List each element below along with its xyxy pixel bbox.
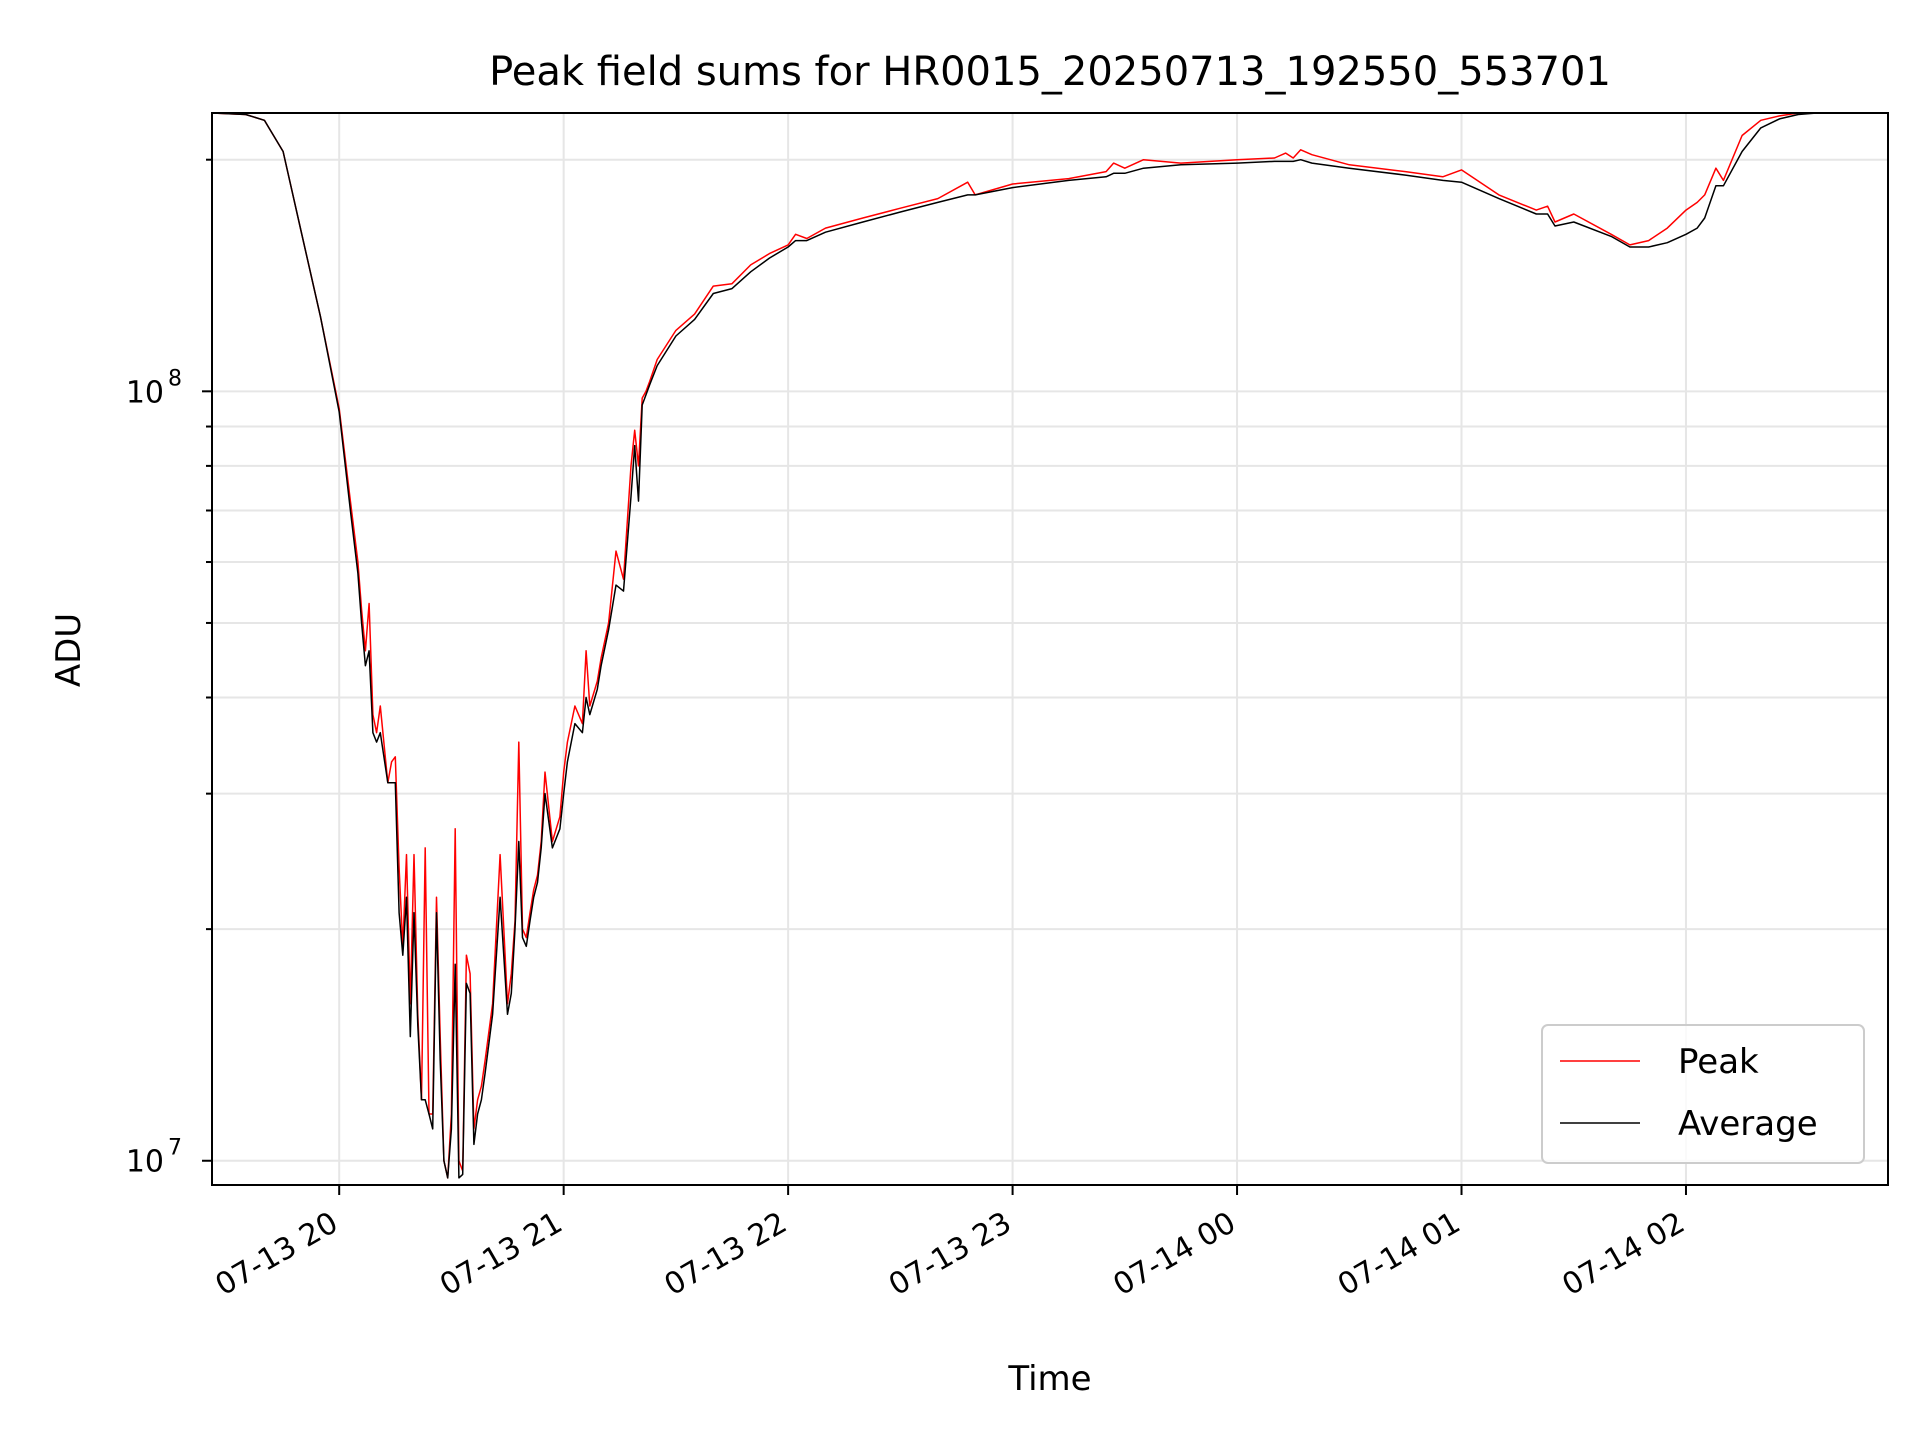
grid bbox=[212, 113, 1888, 1185]
x-axis-label: Time bbox=[1007, 1359, 1091, 1399]
legend-label-average: Average bbox=[1678, 1104, 1818, 1144]
y-tick-label: 10 bbox=[126, 375, 164, 410]
y-axis-label: ADU bbox=[49, 613, 89, 687]
legend: Peak Average bbox=[1541, 1024, 1865, 1164]
legend-box bbox=[1541, 1024, 1865, 1164]
y-tick-label-exponent: 8 bbox=[168, 366, 182, 391]
series-line-peak bbox=[212, 113, 1809, 1179]
chart-title: Peak field sums for HR0015_20250713_1925… bbox=[489, 49, 1611, 95]
series-line-average bbox=[212, 113, 1827, 1179]
plot-area bbox=[212, 113, 1827, 1179]
y-tick-label: 10 bbox=[126, 1145, 164, 1180]
axes-frame bbox=[211, 112, 1889, 1186]
y-tick-label-exponent: 7 bbox=[168, 1136, 182, 1161]
legend-label-peak: Peak bbox=[1678, 1042, 1759, 1082]
